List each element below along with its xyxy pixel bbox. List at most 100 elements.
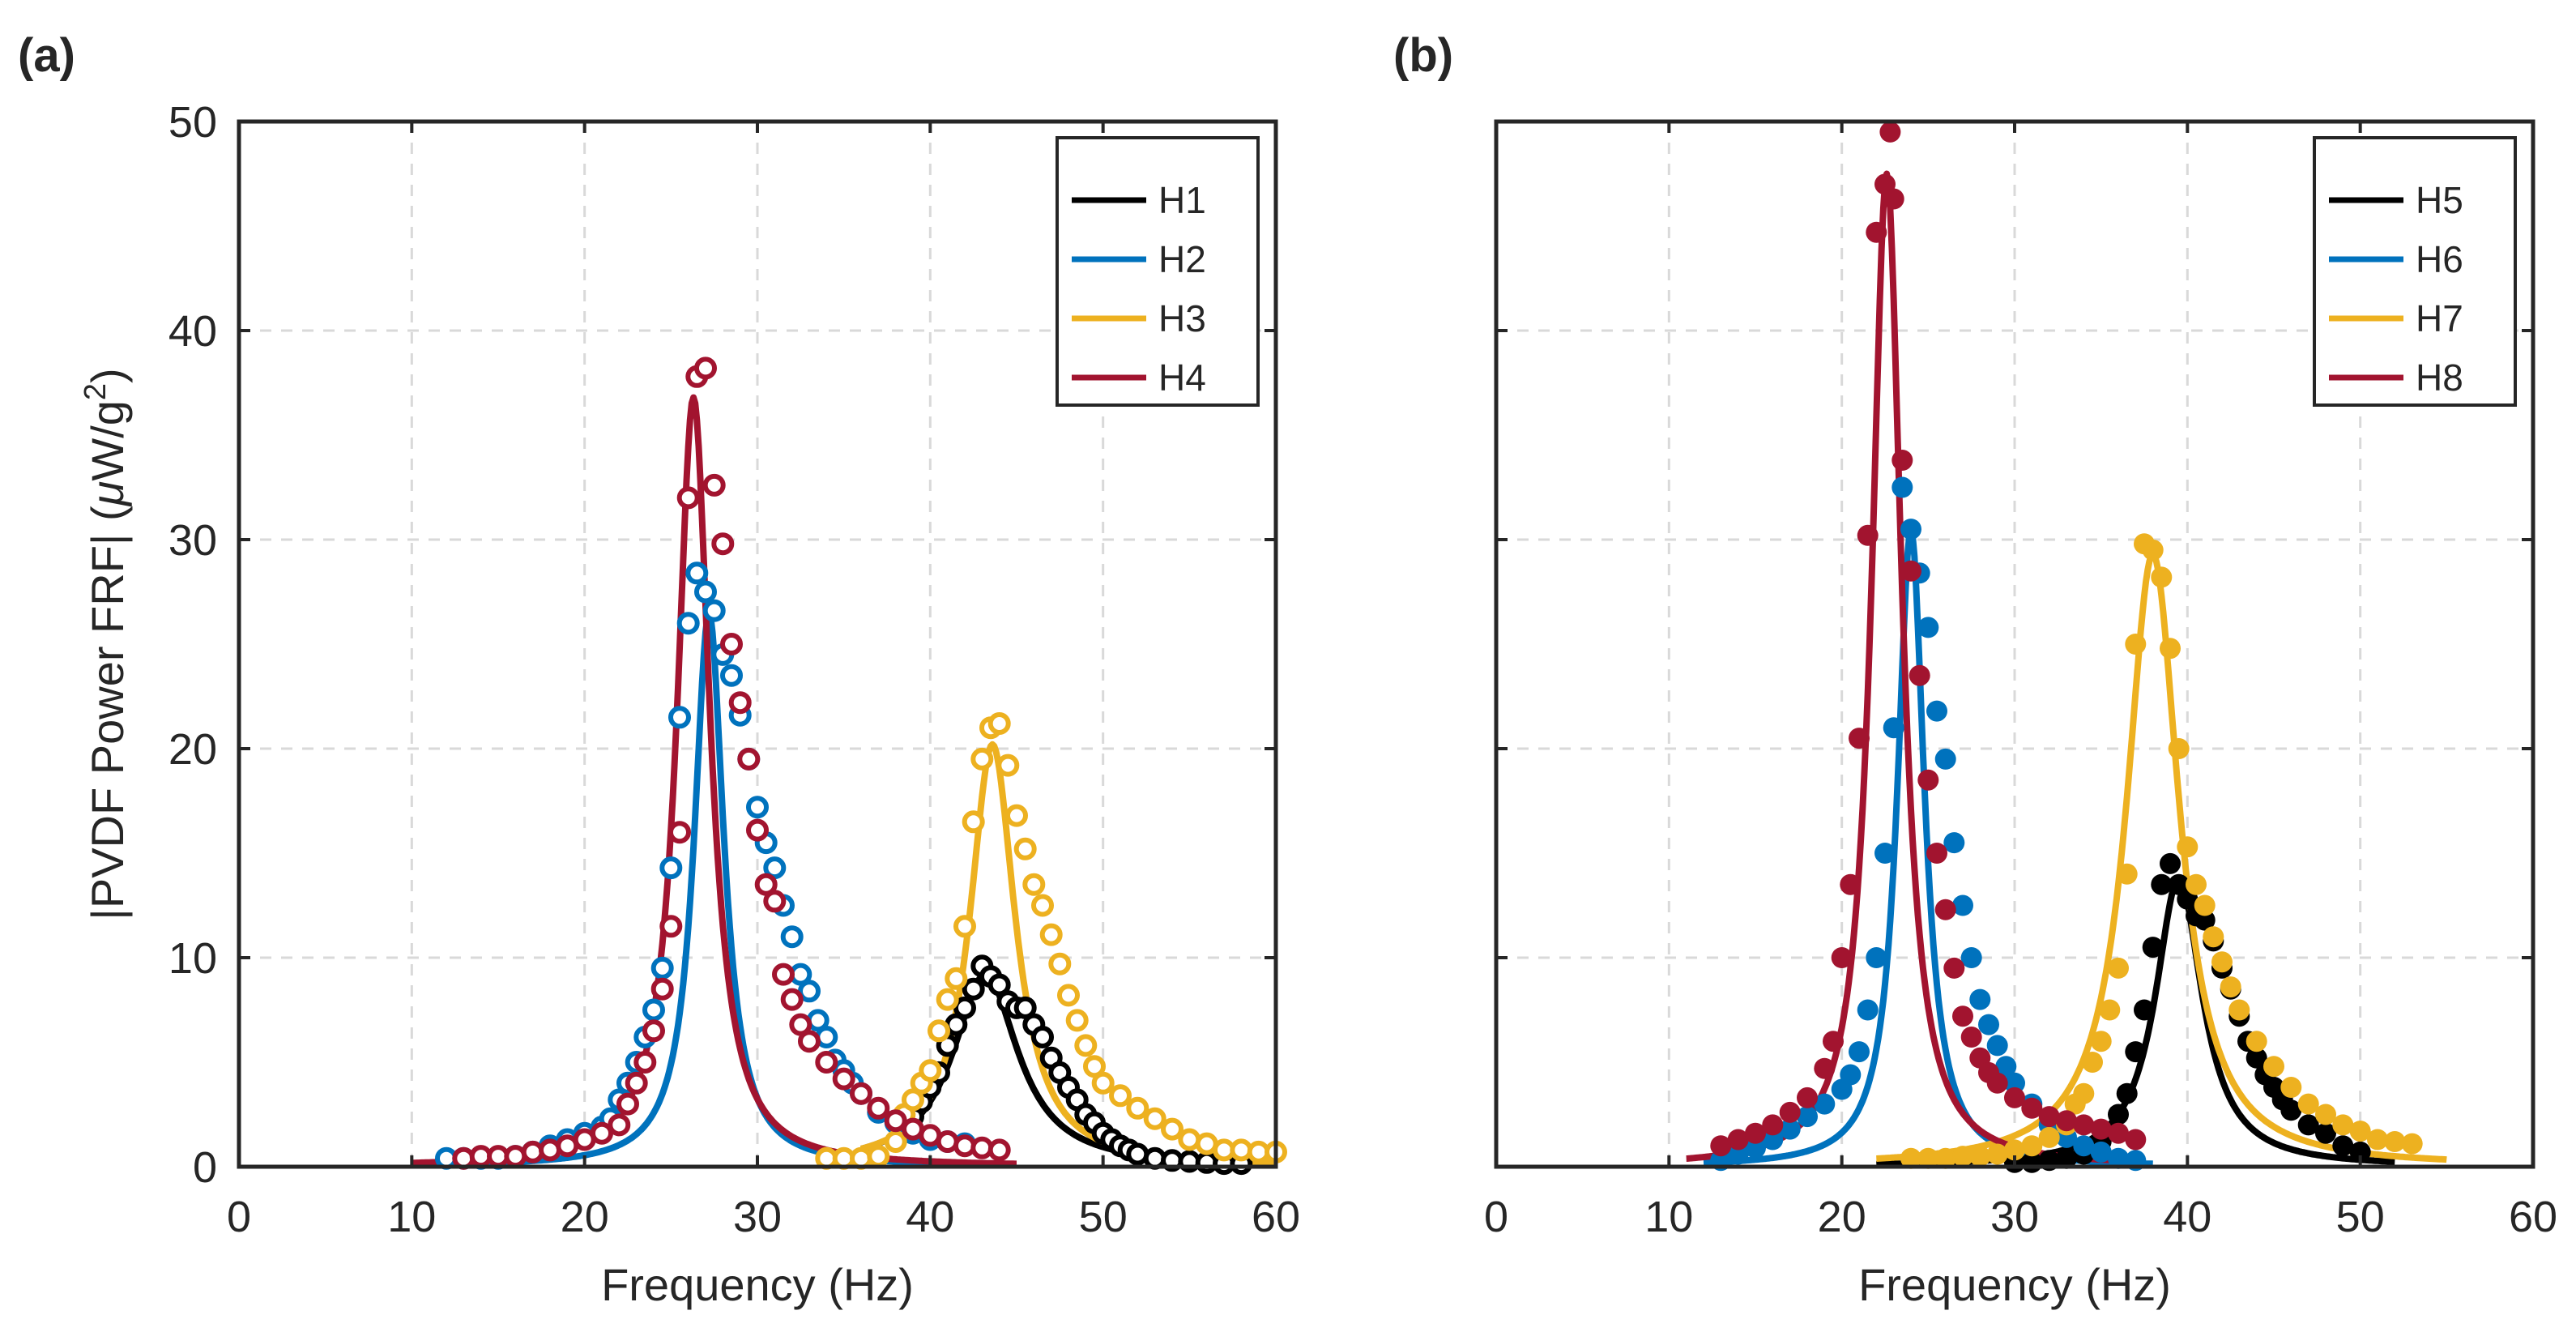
data-point-h8 (2056, 1110, 2077, 1132)
data-point-h5 (2297, 1114, 2319, 1136)
data-point-h3 (936, 988, 959, 1011)
data-point-h4 (608, 1113, 631, 1137)
data-point-h6 (1762, 1129, 1784, 1151)
data-point-h8 (2004, 1087, 2025, 1108)
data-point-h5 (2332, 1135, 2354, 1157)
data-point-h8 (1866, 221, 1887, 243)
data-point-h6 (1891, 476, 1913, 498)
data-point-h6 (1900, 519, 1921, 540)
data-point-h2 (720, 664, 743, 687)
data-point-h5 (2194, 909, 2216, 931)
data-point-h8 (1745, 1122, 1766, 1144)
data-point-h8 (2125, 1129, 2147, 1151)
data-point-h6 (1814, 1093, 1836, 1115)
panel-a-ticks (237, 120, 1277, 1168)
data-point-h7 (2177, 836, 2199, 858)
data-point-h3 (1109, 1084, 1132, 1108)
data-point-h8 (1857, 524, 1879, 546)
data-point-h8 (1900, 560, 1921, 582)
data-point-h3 (996, 754, 1020, 777)
data-point-h3 (1083, 1055, 1106, 1078)
panel-a-y-tick-label: 10 (168, 934, 217, 983)
data-point-h7 (2367, 1129, 2388, 1151)
data-point-h4 (772, 963, 795, 986)
data-point-h7 (2168, 738, 2190, 759)
data-point-h6 (1857, 999, 1879, 1021)
data-point-h2 (702, 599, 726, 622)
panel-a-x-tick-label: 0 (227, 1193, 251, 1241)
data-point-h7 (1934, 1147, 1956, 1169)
data-point-h5 (2151, 873, 2173, 895)
data-point-h8 (1952, 1005, 1973, 1027)
data-point-h4 (591, 1121, 613, 1145)
data-point-h7 (2116, 863, 2138, 885)
panel-a-x-tick-label: 60 (1252, 1193, 1300, 1241)
data-point-h5 (2125, 1041, 2147, 1063)
data-point-h7 (2245, 1031, 2267, 1052)
data-point-h4 (754, 873, 778, 896)
data-point-h5 (2142, 937, 2164, 958)
data-point-h3 (945, 967, 968, 990)
data-point-h4 (987, 1138, 1011, 1162)
panel-a-x-tick-label: 50 (1079, 1193, 1128, 1241)
data-point-h1 (1031, 1026, 1054, 1048)
data-point-h7 (2021, 1135, 2043, 1157)
data-point-h6 (1952, 894, 1973, 916)
data-point-h8 (1934, 899, 1956, 920)
data-point-h3 (1065, 1009, 1089, 1032)
panel-b-x-tick-label: 0 (1484, 1193, 1508, 1241)
panel-a-label: (a) (18, 29, 75, 82)
data-point-h2 (798, 980, 821, 1003)
data-point-h1 (953, 996, 976, 1019)
data-point-h7 (2108, 957, 2129, 979)
data-point-h7 (2038, 1126, 2060, 1148)
panel-b-legend-box (2313, 136, 2517, 407)
data-point-h6 (1995, 1056, 2017, 1078)
data-point-h2 (763, 856, 787, 880)
data-point-h8 (1727, 1129, 1749, 1151)
data-point-h8 (2038, 1106, 2060, 1128)
data-point-h4 (850, 1082, 872, 1105)
fit-line-h4 (410, 394, 1018, 1168)
panel-b-x-tick-label: 10 (1644, 1193, 1693, 1241)
data-point-h8 (1840, 873, 1862, 895)
data-point-h6 (1874, 843, 1896, 864)
data-point-h3 (867, 1145, 890, 1168)
data-point-h5 (2315, 1122, 2336, 1144)
data-point-h8 (1926, 843, 1947, 864)
data-point-h8 (1879, 121, 1901, 143)
legend-label-h4: H4 (1158, 356, 1206, 399)
data-point-h6 (1934, 748, 1956, 770)
data-point-h6 (2090, 1141, 2112, 1163)
data-point-h6 (1840, 1064, 1862, 1086)
data-point-h7 (2004, 1139, 2025, 1161)
data-point-h4 (728, 691, 752, 715)
data-point-h2 (659, 856, 683, 880)
data-point-h3 (953, 915, 976, 938)
data-point-h3 (1074, 1034, 1098, 1057)
panel-a-data-points (435, 356, 1287, 1176)
panel-b-ticks (1495, 120, 2535, 1168)
data-point-h4 (746, 818, 769, 842)
panel-a-x-tick-label: 30 (733, 1193, 782, 1241)
panel-a-fit-lines (410, 394, 1277, 1168)
data-point-h8 (2021, 1097, 2043, 1119)
data-point-h7 (1986, 1143, 2008, 1165)
data-point-h8 (1814, 1057, 1836, 1079)
panel-a-legend-box (1056, 136, 1260, 407)
data-point-h8 (1909, 664, 1930, 686)
panel-a-x-axis-title: Frequency (Hz) (601, 1259, 914, 1310)
legend-label-h8: H8 (2416, 356, 2463, 399)
data-point-h6 (1969, 988, 1991, 1010)
data-point-h7 (2228, 999, 2250, 1021)
data-point-h4 (633, 1051, 657, 1074)
data-point-h7 (2142, 539, 2164, 561)
data-point-h8 (1883, 188, 1904, 210)
data-point-h6 (2073, 1135, 2095, 1157)
panel-b-x-tick-labels: 0 10 20 30 40 50 60 (1484, 1193, 2557, 1241)
data-point-h7 (2349, 1121, 2371, 1142)
data-point-h8 (1831, 947, 1853, 968)
data-point-h2 (650, 956, 674, 980)
panel-a-y-axis-title: |PVDF Power FRF| (μW/g2) (79, 368, 133, 920)
panel-a-x-tick-label: 40 (906, 1193, 954, 1241)
